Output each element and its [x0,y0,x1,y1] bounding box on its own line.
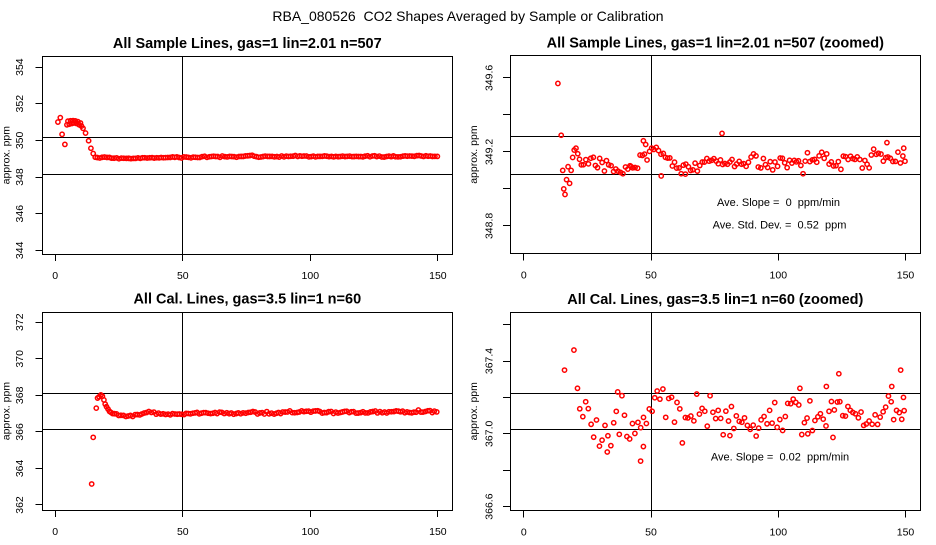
svg-text:366.6: 366.6 [484,493,496,519]
svg-text:348.8: 348.8 [484,213,496,239]
svg-text:All Cal. Lines, gas=3.5 lin=1: All Cal. Lines, gas=3.5 lin=1 n=60 [133,292,361,308]
svg-text:348: 348 [14,168,26,186]
svg-text:349.2: 349.2 [484,139,496,165]
svg-text:0: 0 [52,526,58,538]
svg-text:362: 362 [14,496,26,514]
svg-text:372: 372 [14,313,26,331]
svg-text:RBA_080526 CO2 Shapes Average: RBA_080526 CO2 Shapes Averaged by Sample… [272,8,663,24]
svg-text:100: 100 [302,270,320,282]
svg-text:All Sample Lines, gas=1 lin=2.: All Sample Lines, gas=1 lin=2.01 n=507 (… [547,36,884,52]
svg-text:150: 150 [897,526,915,538]
svg-text:approx. ppm: approx. ppm [468,382,480,441]
svg-text:50: 50 [177,270,189,282]
svg-text:50: 50 [177,526,189,538]
svg-text:150: 150 [429,270,447,282]
svg-text:349.6: 349.6 [484,65,496,91]
svg-text:366: 366 [14,423,26,441]
svg-text:100: 100 [770,526,788,538]
svg-text:Ave. Std. Dev. = 0.52 ppm: Ave. Std. Dev. = 0.52 ppm [713,220,847,232]
svg-text:50: 50 [645,269,657,281]
svg-text:All Sample Lines, gas=1 lin=2.: All Sample Lines, gas=1 lin=2.01 n=507 [113,36,382,52]
svg-text:0: 0 [521,526,527,538]
svg-text:150: 150 [429,526,447,538]
svg-text:Ave. Slope = 0.02 ppm/min: Ave. Slope = 0.02 ppm/min [711,452,849,464]
svg-text:approx. ppm: approx. ppm [0,382,12,441]
svg-text:All Cal. Lines, gas=3.5 lin=1: All Cal. Lines, gas=3.5 lin=1 n=60 (zoom… [567,292,863,308]
svg-text:368: 368 [14,386,26,404]
svg-text:approx. ppm: approx. ppm [0,126,12,185]
svg-text:150: 150 [897,269,915,281]
svg-text:Ave. Slope = 0 ppm/min: Ave. Slope = 0 ppm/min [717,197,840,209]
svg-text:367.0: 367.0 [484,421,496,447]
svg-text:350: 350 [14,131,26,149]
svg-text:346: 346 [14,205,26,223]
svg-text:100: 100 [302,526,320,538]
svg-text:352: 352 [14,95,26,113]
svg-text:0: 0 [521,269,527,281]
svg-text:0: 0 [52,270,58,282]
svg-text:344: 344 [14,241,26,259]
svg-text:370: 370 [14,350,26,368]
svg-text:354: 354 [14,58,26,76]
svg-text:50: 50 [645,526,657,538]
svg-text:364: 364 [14,459,26,477]
svg-text:367.4: 367.4 [484,348,496,374]
svg-text:approx. ppm: approx. ppm [468,125,480,184]
svg-text:100: 100 [770,269,788,281]
